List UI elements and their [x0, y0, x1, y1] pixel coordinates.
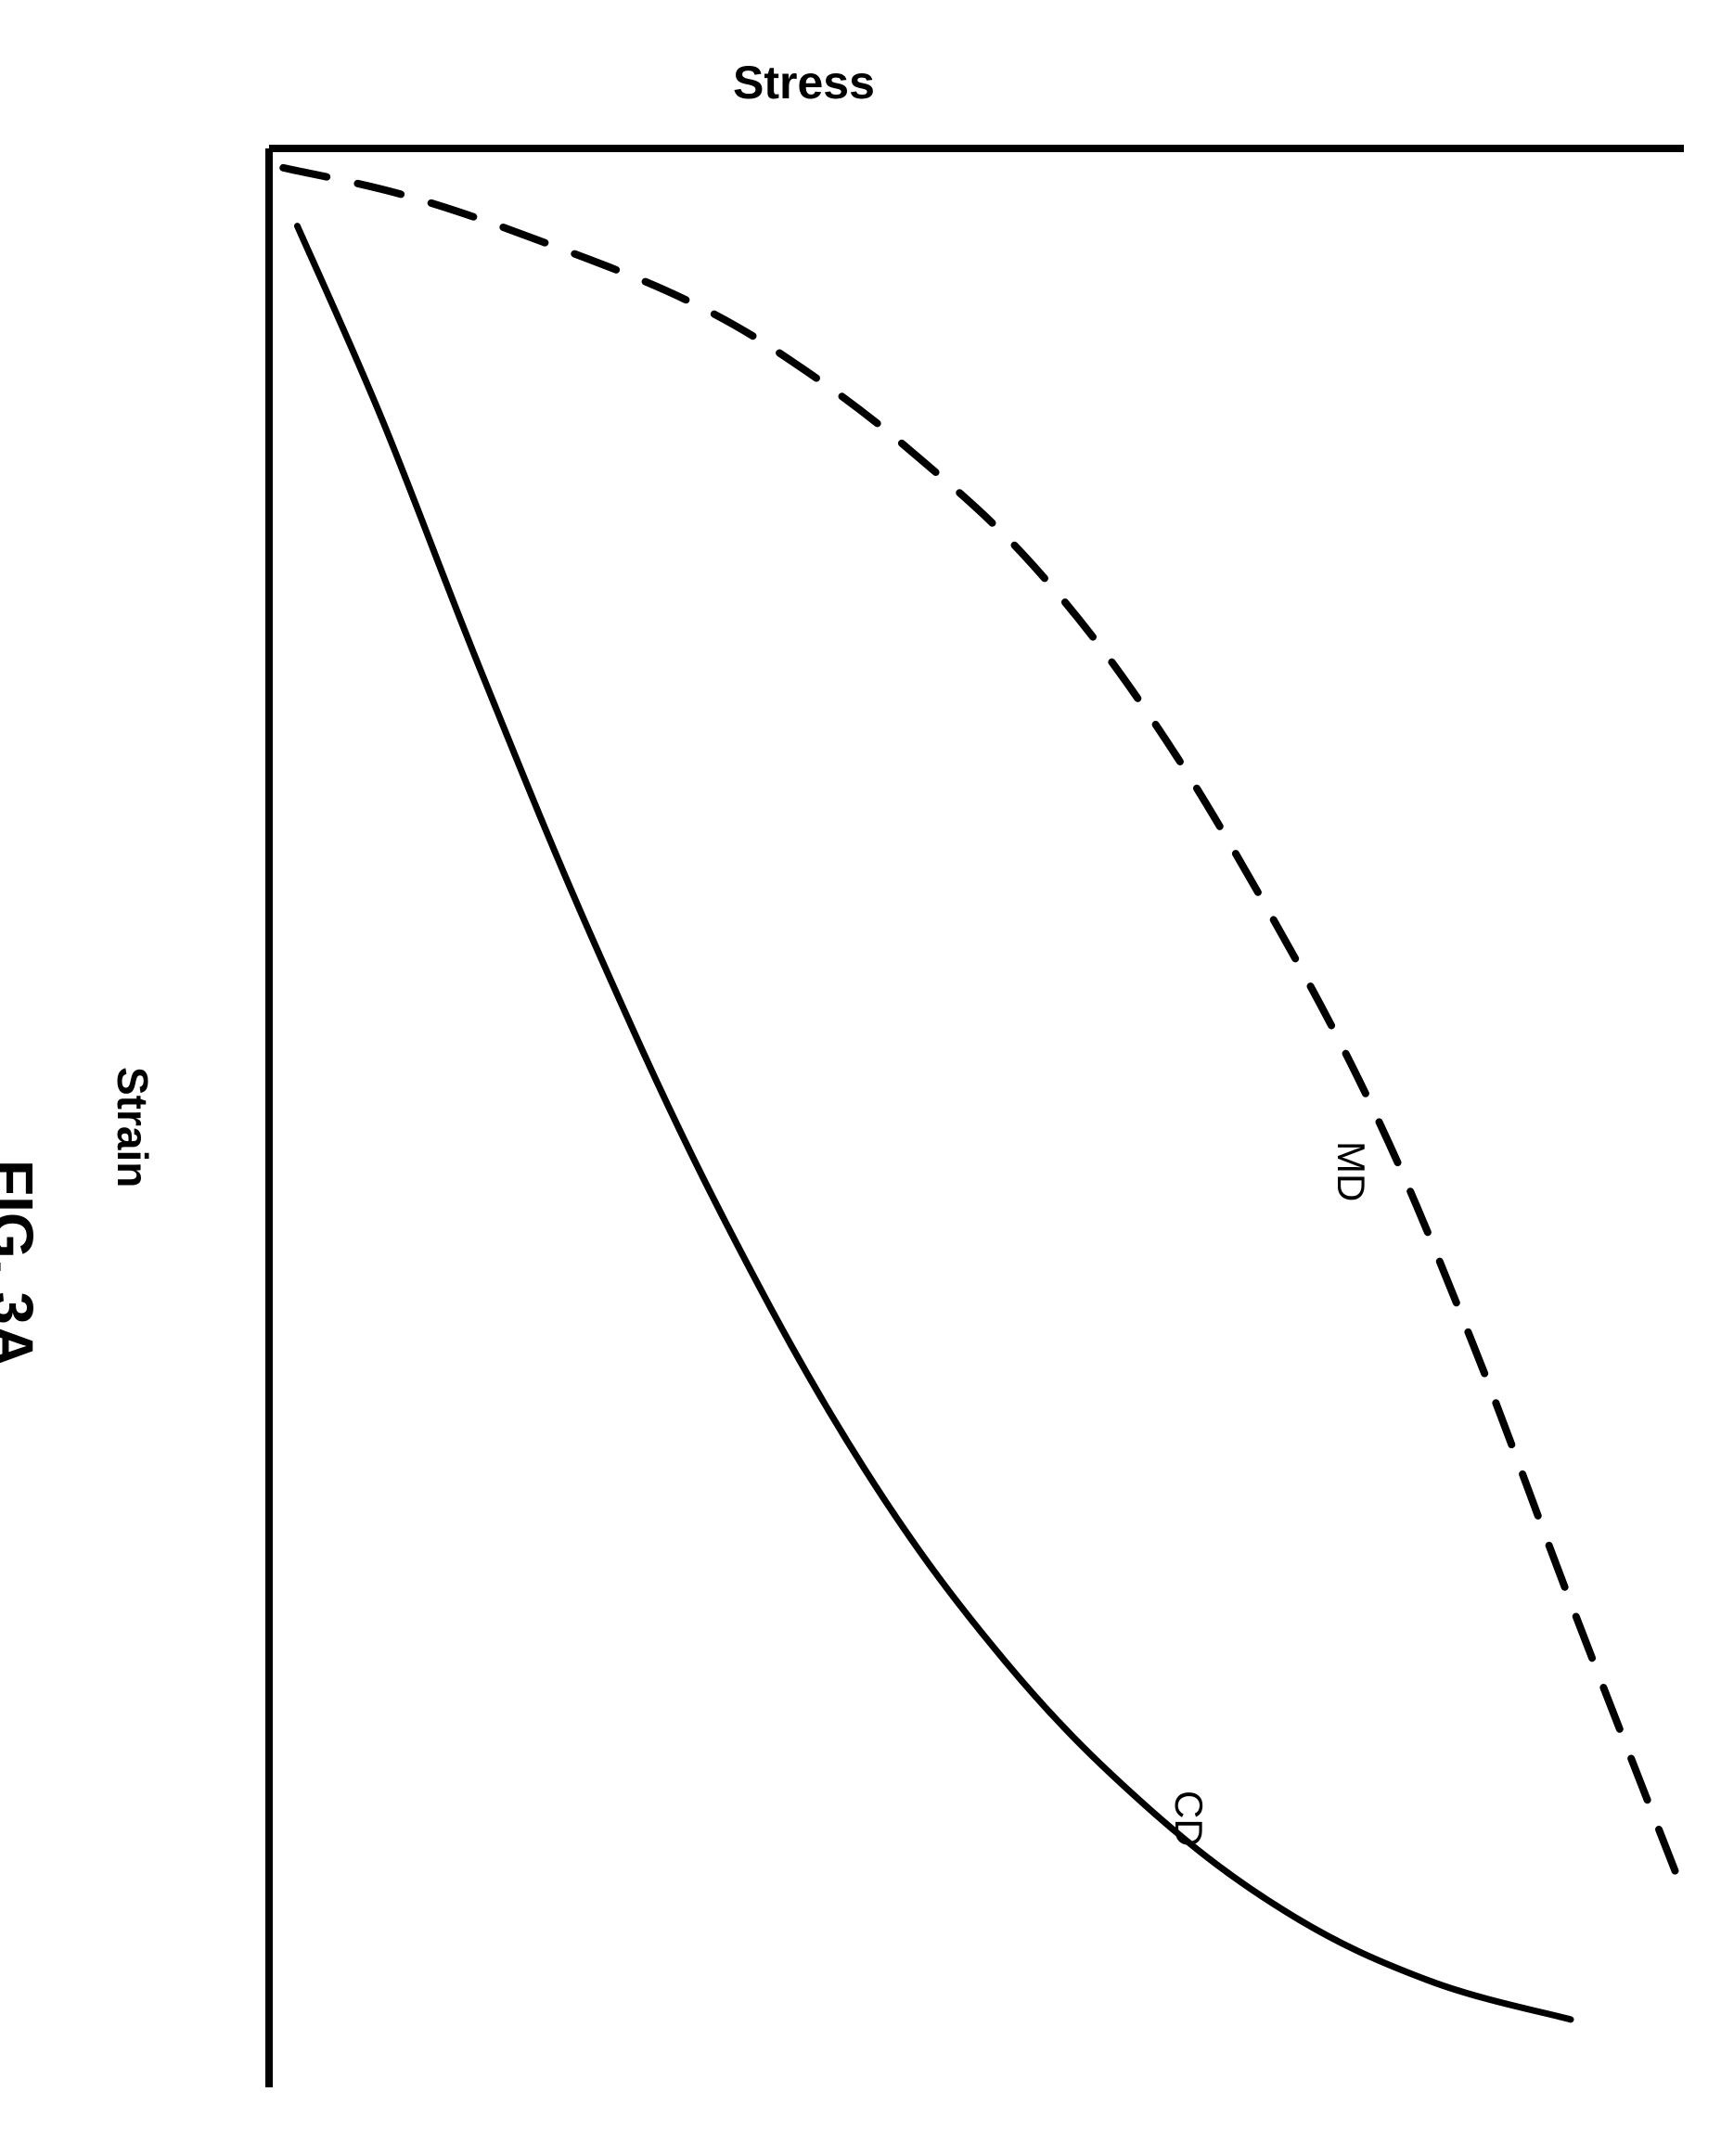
series-label-md: MD — [1329, 1141, 1373, 1201]
x-axis-label: Strain — [108, 1067, 158, 1187]
stress-strain-chart — [0, 0, 1721, 2156]
figure-title: FIG. 3A — [0, 1160, 46, 1367]
figure-canvas: Stress Strain FIG. 3A MD CD — [0, 0, 1721, 2156]
series-label-cd: CD — [1166, 1790, 1211, 1847]
y-axis-label: Stress — [733, 56, 875, 109]
